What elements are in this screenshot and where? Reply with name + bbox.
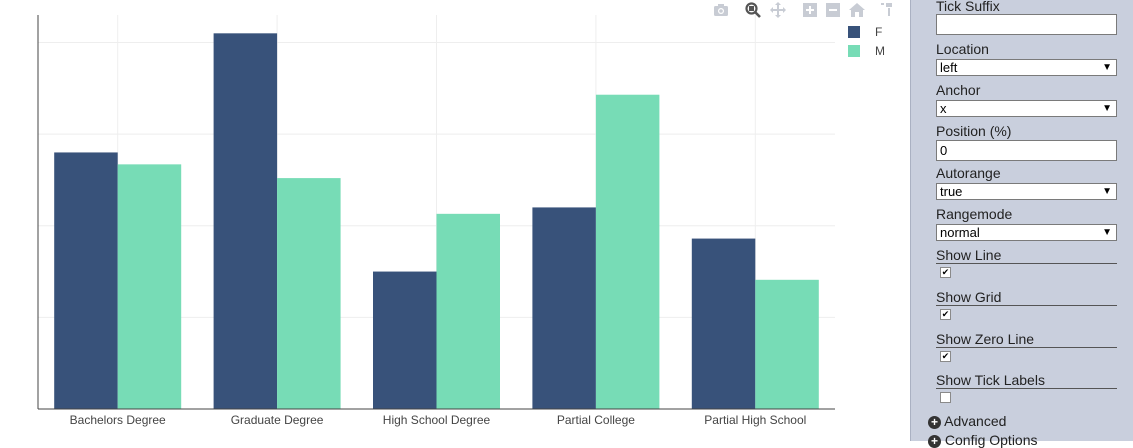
home-icon[interactable] xyxy=(848,1,866,19)
bar-m-bachelors-degree[interactable] xyxy=(117,164,182,409)
bar-f-bachelors-degree[interactable] xyxy=(54,152,118,409)
rangemode-value: normal xyxy=(940,225,980,240)
zoom-in-icon[interactable] xyxy=(801,1,819,19)
dropdown-arrow-icon: ▼ xyxy=(1102,62,1112,73)
autorange-label: Autorange xyxy=(936,165,1001,181)
divider xyxy=(936,388,1117,389)
divider xyxy=(936,305,1117,306)
legend-swatch-f xyxy=(848,26,860,38)
axis-settings-panel: Tick Suffix Location left ▼ Anchor x ▼ P… xyxy=(910,0,1133,448)
location-label: Location xyxy=(936,41,989,57)
bar-chart[interactable]: Bachelors Degree Graduate Degree High Scho… xyxy=(0,0,910,441)
location-value: left xyxy=(940,60,958,75)
show-grid-checkbox[interactable]: ✔ xyxy=(940,309,951,320)
bar-f-graduate-degree[interactable] xyxy=(213,33,278,409)
config-options-label: Config Options xyxy=(944,432,1038,448)
x-tick-label: Bachelors Degree xyxy=(70,413,166,427)
rangemode-label: Rangemode xyxy=(936,206,1013,222)
dropdown-arrow-icon: ▼ xyxy=(1102,186,1112,197)
tick-suffix-input[interactable] xyxy=(936,14,1117,35)
divider xyxy=(936,347,1117,348)
anchor-select[interactable]: x ▼ xyxy=(936,100,1117,117)
plot-area[interactable]: Bachelors Degree Graduate Degree High Scho… xyxy=(0,0,910,441)
bar-m-graduate-degree[interactable] xyxy=(277,178,341,409)
expand-icon: + xyxy=(928,434,941,448)
dropdown-arrow-icon: ▼ xyxy=(1102,227,1112,238)
x-tick-label: Partial High School xyxy=(704,413,806,427)
x-tick-label: Graduate Degree xyxy=(231,413,324,427)
show-tick-labels-label: Show Tick Labels xyxy=(936,372,1045,388)
show-zero-line-checkbox[interactable]: ✔ xyxy=(940,351,951,362)
show-grid-label: Show Grid xyxy=(936,289,1002,305)
hover-icon[interactable] xyxy=(878,1,896,19)
show-zero-line-label: Show Zero Line xyxy=(936,331,1035,347)
divider xyxy=(936,263,1117,264)
zoom-out-icon[interactable] xyxy=(824,1,842,19)
x-tick-label: High School Degree xyxy=(383,413,491,427)
expand-icon: + xyxy=(928,415,941,429)
bar-m-partial-high-school[interactable] xyxy=(755,279,819,409)
location-select[interactable]: left ▼ xyxy=(936,59,1117,76)
bar-f-partial-college[interactable] xyxy=(532,207,596,409)
rangemode-select[interactable]: normal ▼ xyxy=(936,224,1117,241)
legend-swatch-m xyxy=(848,45,860,57)
legend-label-f: F xyxy=(875,25,883,39)
autorange-select[interactable]: true ▼ xyxy=(936,183,1117,200)
tick-suffix-label: Tick Suffix xyxy=(936,0,1000,14)
bar-m-partial-college[interactable] xyxy=(595,94,660,409)
autorange-value: true xyxy=(940,184,963,199)
zoom-icon[interactable] xyxy=(744,1,762,19)
config-options-toggle[interactable]: + Config Options xyxy=(928,432,1038,448)
legend-label-m: M xyxy=(875,44,885,58)
position-label: Position (%) xyxy=(936,123,1012,139)
x-tick-label: Partial College xyxy=(557,413,635,427)
anchor-value: x xyxy=(940,101,947,116)
bar-f-partial-high-school[interactable] xyxy=(691,238,756,409)
bar-f-high-school-degree[interactable] xyxy=(373,271,437,409)
show-line-label: Show Line xyxy=(936,247,1002,263)
position-input[interactable]: 0 xyxy=(936,140,1117,161)
show-tick-labels-checkbox[interactable] xyxy=(940,392,951,403)
show-line-checkbox[interactable]: ✔ xyxy=(940,267,951,278)
camera-icon[interactable] xyxy=(712,1,730,19)
advanced-label: Advanced xyxy=(944,413,1007,429)
bar-m-high-school-degree[interactable] xyxy=(436,213,501,409)
dropdown-arrow-icon: ▼ xyxy=(1102,103,1112,114)
anchor-label: Anchor xyxy=(936,82,981,98)
pan-icon[interactable] xyxy=(769,1,787,19)
advanced-section-toggle[interactable]: + Advanced xyxy=(928,413,1006,429)
